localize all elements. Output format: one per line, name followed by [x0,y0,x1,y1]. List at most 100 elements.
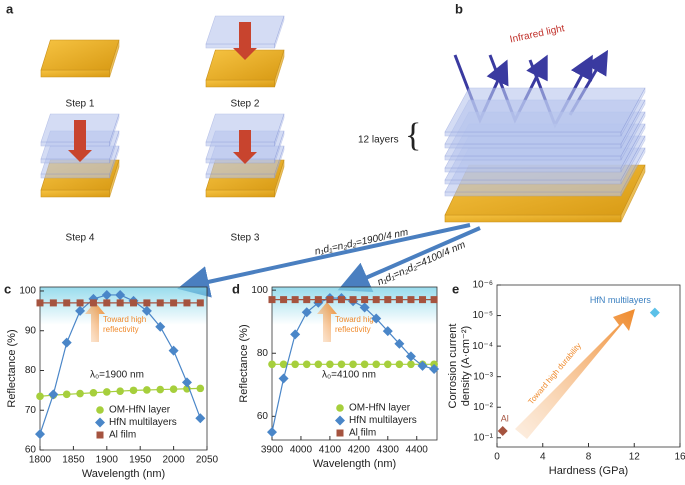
marker [417,360,428,371]
marker [337,296,345,304]
x-tick-label: 1800 [29,455,52,466]
marker [429,364,440,375]
marker [394,338,405,349]
plate-side [40,189,110,198]
layers-label: 12 layers [358,135,399,146]
marker [103,299,111,307]
marker [280,296,288,304]
marker [301,307,312,318]
y-tick-label: 10⁻⁶ [472,280,493,291]
marker [371,313,382,324]
plate-top [444,87,646,133]
arrow [177,223,471,298]
x-tick-label: 4400 [406,445,429,456]
marker [35,429,45,440]
marker [278,373,289,384]
marker [497,426,508,437]
y-tick-label: 80 [25,365,37,376]
marker [336,429,344,437]
marker [49,299,57,307]
marker [383,360,392,369]
point-label: HfN multilayers [590,295,652,305]
note-arrow [317,302,337,342]
marker [156,385,165,394]
marker [349,296,357,304]
marker [76,389,84,398]
x-tick-label: 1900 [96,455,119,466]
y-tick-label: 90 [25,325,37,336]
plate-side [444,167,622,173]
marker [103,388,111,396]
step-label: Step 1 [66,99,95,110]
marker [62,390,71,399]
note: Toward high [335,315,378,324]
marker [382,326,393,337]
marker [63,299,71,307]
marker [129,386,138,395]
y-tick-label: 60 [257,411,269,422]
x-tick-label: 16 [674,452,685,463]
marker [183,299,191,307]
marker [168,345,179,356]
plate-side [444,131,622,137]
plate-side [205,158,275,164]
plate-side [444,214,622,223]
x-tick-label: 4200 [348,445,371,456]
diagram: { [40,15,646,298]
x-tick-label: 4300 [377,445,400,456]
x-tick-label: 4 [540,452,546,463]
x-tick-label: 8 [586,452,592,463]
marker [336,404,344,412]
panel-label: c [4,281,11,296]
legend-label: HfN multilayers [109,417,177,428]
y-tick-label: 100 [19,286,36,297]
x-tick-label: 1850 [62,455,85,466]
marker [96,431,104,439]
marker [116,299,124,307]
marker [337,360,346,369]
marker [195,413,206,424]
marker [407,360,415,369]
marker [36,299,44,307]
plate-top [40,39,120,71]
marker [76,299,84,307]
y-axis-title: Reflectance (%) [6,329,18,407]
y-tick-label: 60 [25,445,37,456]
legend-label: Al film [109,430,136,441]
marker [116,387,124,395]
y-axis-title: Corrosion current [447,324,459,409]
marker [143,299,151,307]
x-tick-label: 4000 [290,445,313,456]
marker [314,296,322,304]
red-arrow [233,130,257,164]
marker [349,360,357,369]
legend-label: OM-HfN layer [349,403,411,414]
marker [115,289,126,300]
marker [361,296,369,304]
note: reflectivity [335,325,371,334]
x-tick-label: 2000 [162,455,185,466]
marker [95,417,105,428]
note: Toward high [103,315,146,324]
marker [419,296,427,304]
marker [407,296,415,304]
plate-side [444,155,622,161]
marker [649,307,660,318]
marker [395,296,403,304]
panel-label: b [455,1,463,16]
marker [36,392,44,401]
legend-label: OM-HfN layer [109,405,171,416]
y-tick-label: 70 [25,405,37,416]
marker [89,299,97,307]
x-tick-label: 1950 [129,455,152,466]
y-tick-label: 10⁻⁵ [472,310,493,321]
plate-side [205,173,275,179]
panel-label: e [452,281,459,296]
x-tick-label: 2050 [196,455,219,466]
panel-label: d [232,281,240,296]
plate-side [205,189,275,198]
marker [267,427,277,438]
y-tick-label: 10⁻² [473,402,493,413]
marker [279,360,288,369]
y-tick-label: 10⁻³ [473,371,493,382]
